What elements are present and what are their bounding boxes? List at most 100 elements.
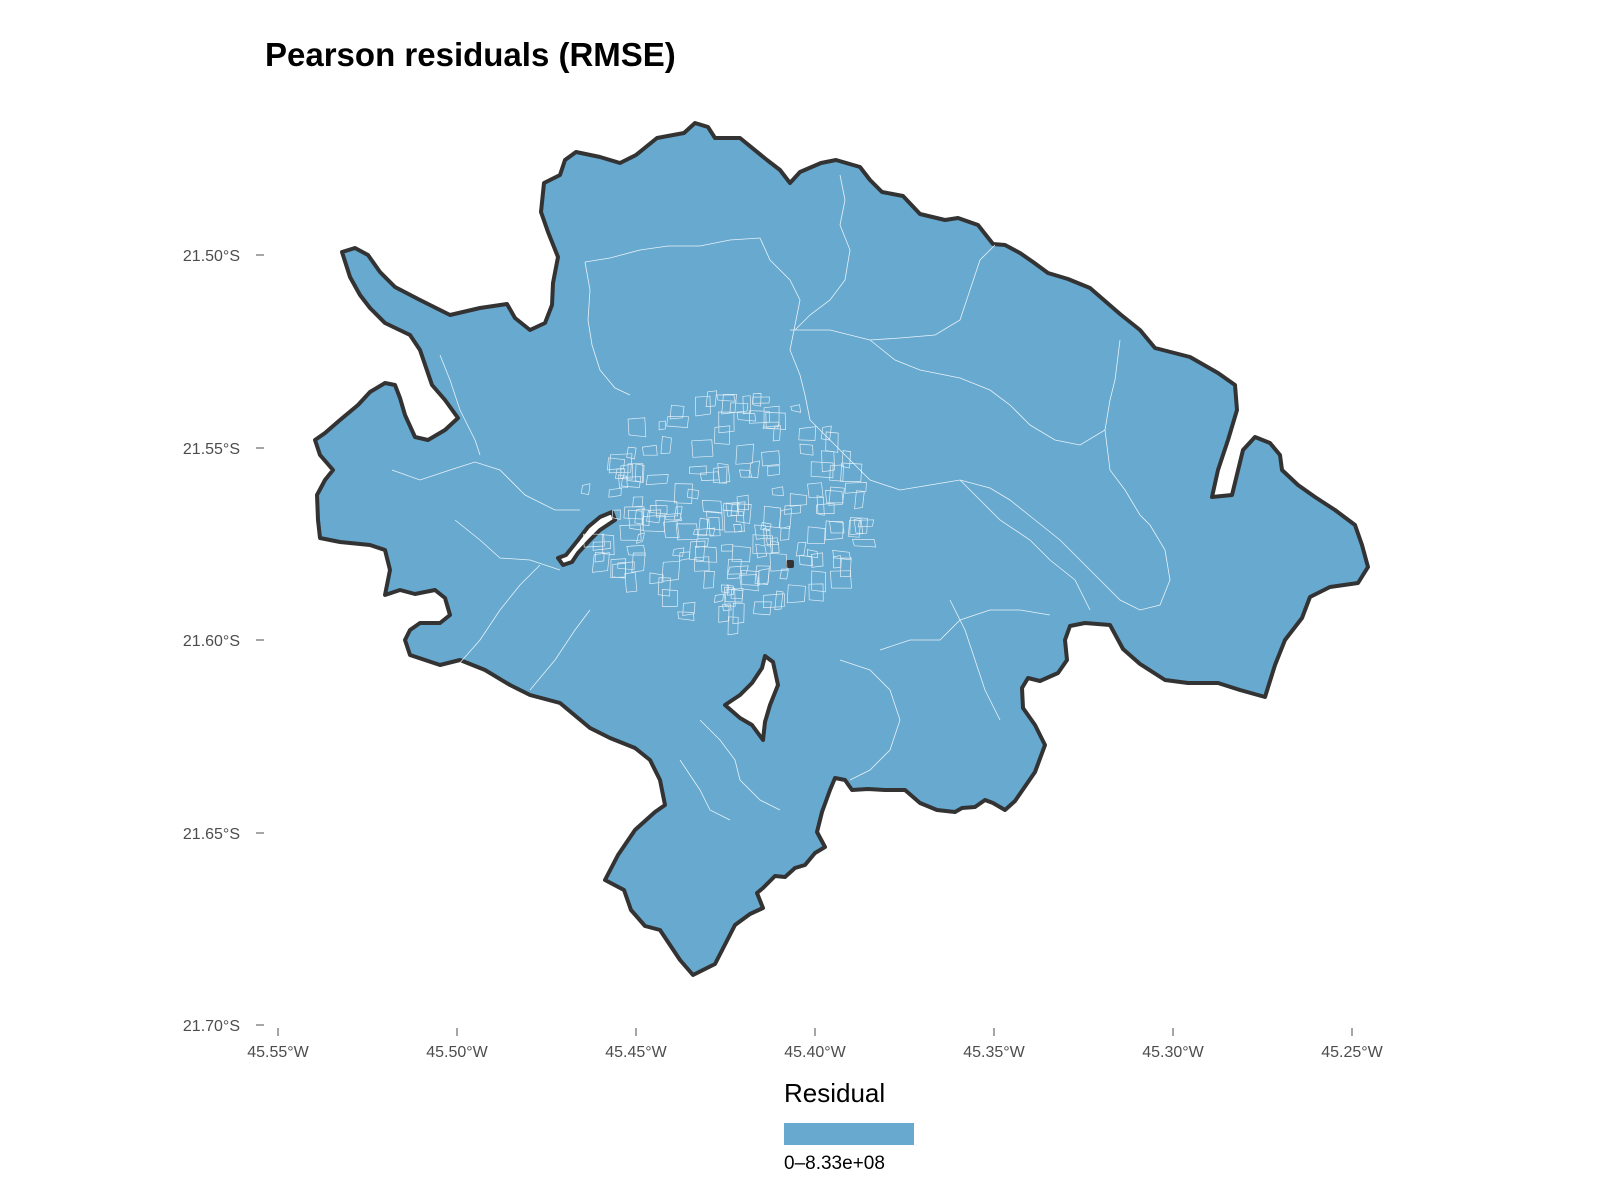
urban-tract xyxy=(617,561,635,571)
urban-tract xyxy=(730,501,746,516)
legend-key-swatch xyxy=(784,1123,914,1145)
municipality-polygon[interactable] xyxy=(313,121,1370,977)
urban-tract xyxy=(755,543,768,559)
urban-tract xyxy=(591,552,610,573)
urban-tract xyxy=(748,410,770,424)
urban-tract xyxy=(614,468,626,479)
urban-tract xyxy=(735,503,752,524)
urban-tract xyxy=(829,521,845,534)
y-tick-label: 21.65°S xyxy=(183,826,240,843)
urban-tract xyxy=(772,425,781,442)
urban-tract xyxy=(699,471,720,481)
legend: Residual 0–8.33e+08 xyxy=(784,1078,914,1175)
urban-tract xyxy=(729,402,749,414)
urban-tract xyxy=(828,486,845,506)
urban-tract xyxy=(774,590,784,610)
urban-tract xyxy=(799,443,814,456)
urban-tract xyxy=(626,544,646,556)
urban-tracts xyxy=(580,390,877,636)
urban-tract xyxy=(771,486,784,497)
urban-tract xyxy=(689,465,707,475)
urban-tract xyxy=(847,519,861,538)
urban-tract xyxy=(780,525,790,541)
urban-tract xyxy=(742,395,752,415)
urban-tract xyxy=(620,463,633,480)
urban-tract xyxy=(760,522,772,532)
urban-tract xyxy=(752,601,772,616)
urban-tract xyxy=(672,547,685,557)
urban-tract xyxy=(761,450,781,467)
urban-tract xyxy=(691,439,714,458)
urban-tract xyxy=(646,509,662,524)
urban-tract xyxy=(769,552,788,572)
x-tick-label: 45.50°W xyxy=(426,1044,488,1061)
urban-tract xyxy=(763,593,785,609)
urban-tract xyxy=(627,463,644,483)
urban-tract xyxy=(661,589,678,607)
urban-tract xyxy=(726,584,734,596)
urban-tract xyxy=(695,538,709,548)
urban-tract xyxy=(594,551,605,563)
urban-tract xyxy=(748,460,761,479)
urban-tract xyxy=(807,526,826,545)
urban-tract xyxy=(733,524,743,533)
urban-tract xyxy=(789,493,808,507)
urban-tract xyxy=(722,502,740,512)
y-axis: 21.50°S 21.55°S 21.60°S 21.65°S 21.70°S xyxy=(183,248,264,1035)
urban-tract xyxy=(642,444,658,456)
urban-tract xyxy=(720,584,730,594)
urban-tract xyxy=(661,560,681,582)
urban-tract xyxy=(666,416,689,428)
urban-tract xyxy=(706,510,724,531)
urban-tract xyxy=(669,404,685,420)
urban-tract xyxy=(752,396,770,404)
urban-tract xyxy=(624,572,638,593)
urban-tract xyxy=(767,465,780,477)
urban-tract xyxy=(663,520,680,538)
urban-tract xyxy=(619,524,642,541)
urban-tract xyxy=(724,586,736,607)
urban-tract xyxy=(786,584,806,604)
map-title: Pearson residuals (RMSE) xyxy=(265,36,676,73)
urban-tract xyxy=(832,549,852,561)
urban-tract xyxy=(844,482,867,494)
x-tick-label: 45.55°W xyxy=(247,1044,309,1061)
y-tick-label: 21.70°S xyxy=(183,1018,240,1035)
urban-tract xyxy=(825,431,839,453)
urban-tract xyxy=(757,568,770,586)
urban-tract xyxy=(811,552,824,568)
urban-tract xyxy=(627,509,644,531)
x-axis: 45.55°W 45.50°W 45.45°W 45.40°W 45.35°W 45.30… xyxy=(247,1028,1384,1061)
urban-tract xyxy=(664,512,683,521)
urban-tract xyxy=(674,483,693,504)
urban-tract xyxy=(841,450,851,469)
urban-tract xyxy=(580,483,591,496)
urban-tract xyxy=(727,565,749,575)
x-tick-label: 45.40°W xyxy=(784,1044,846,1061)
urban-tract xyxy=(839,557,852,578)
urban-tract xyxy=(607,457,626,471)
urban-tract xyxy=(741,569,760,586)
urban-tract xyxy=(752,393,762,407)
urban-tract xyxy=(718,411,735,434)
urban-tract xyxy=(721,603,732,612)
urban-tract xyxy=(849,517,868,536)
urban-tract xyxy=(763,505,782,529)
legend-key-label: 0–8.33e+08 xyxy=(784,1153,885,1174)
urban-tract xyxy=(840,462,863,482)
urban-tract xyxy=(627,417,647,438)
urban-tract xyxy=(754,565,770,585)
urban-tract xyxy=(697,517,709,537)
urban-tract xyxy=(631,552,646,573)
urban-tract xyxy=(829,464,844,482)
x-tick-label: 45.30°W xyxy=(1142,1044,1204,1061)
urban-tract xyxy=(857,519,875,528)
urban-tract xyxy=(612,509,621,520)
urban-tract xyxy=(854,490,865,510)
y-tick-label: 21.50°S xyxy=(183,248,240,265)
urban-tract xyxy=(763,527,771,547)
legend-title: Residual xyxy=(784,1078,886,1108)
y-tick-label: 21.60°S xyxy=(183,633,240,650)
urban-tract xyxy=(592,541,612,551)
urban-tract xyxy=(763,405,780,428)
